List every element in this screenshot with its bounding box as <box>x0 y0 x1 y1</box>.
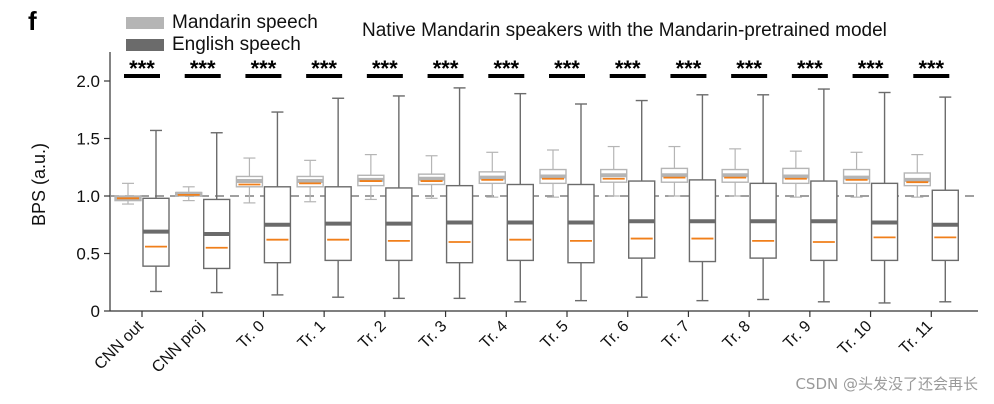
x-tick-label: Tr. 10 <box>835 318 876 359</box>
significance-stars: *** <box>736 56 762 81</box>
x-tick-label: Tr. 3 <box>416 318 450 352</box>
y-tick-label: 0.5 <box>76 245 100 264</box>
legend-item-english: English speech <box>126 34 318 56</box>
x-tick-label: Tr. 1 <box>295 318 329 352</box>
y-tick-label: 0 <box>91 302 100 321</box>
x-tick-label: Tr. 4 <box>477 318 511 352</box>
x-tick-label: CNN proj <box>149 318 208 377</box>
y-tick-label: 1.0 <box>76 187 100 206</box>
significance-stars: *** <box>918 56 944 81</box>
significance-stars: *** <box>251 56 277 81</box>
legend-label-mandarin: Mandarin speech <box>172 12 318 33</box>
significance-stars: *** <box>554 56 580 81</box>
x-tick-label: Tr. 9 <box>780 318 814 352</box>
legend: Mandarin speech English speech <box>126 12 318 56</box>
legend-label-english: English speech <box>172 34 301 55</box>
significance-stars: *** <box>493 56 519 81</box>
y-axis-label: BPS (a.u.) <box>29 143 49 226</box>
panel-label: f <box>28 6 37 36</box>
y-tick-label: 1.5 <box>76 130 100 149</box>
x-tick-label: Tr. 0 <box>234 318 268 352</box>
significance-stars: *** <box>311 56 337 81</box>
chart-title: Native Mandarin speakers with the Mandar… <box>362 20 887 41</box>
x-tick-label: Tr. 11 <box>896 318 936 358</box>
x-tick-label: Tr. 8 <box>720 318 754 352</box>
significance-stars: *** <box>615 56 641 81</box>
significance-stars: *** <box>797 56 823 81</box>
x-tick-label: Tr. 5 <box>538 318 572 352</box>
x-tick-label: Tr. 2 <box>355 318 389 352</box>
x-tick-label: Tr. 7 <box>659 318 693 352</box>
legend-swatch-mandarin <box>126 17 164 29</box>
significance-stars: *** <box>858 56 884 81</box>
watermark: CSDN @头发没了还会再长 <box>795 375 978 393</box>
x-tick-label: CNN out <box>91 317 147 373</box>
significance-stars: *** <box>433 56 459 81</box>
significance-stars: *** <box>190 56 216 81</box>
x-tick-label: Tr. 6 <box>598 318 632 352</box>
y-tick-label: 2.0 <box>76 72 100 91</box>
significance-stars: *** <box>372 56 398 81</box>
legend-item-mandarin: Mandarin speech <box>126 12 318 34</box>
significance-stars: *** <box>676 56 702 81</box>
legend-swatch-english <box>126 39 164 51</box>
significance-stars: *** <box>129 56 155 81</box>
